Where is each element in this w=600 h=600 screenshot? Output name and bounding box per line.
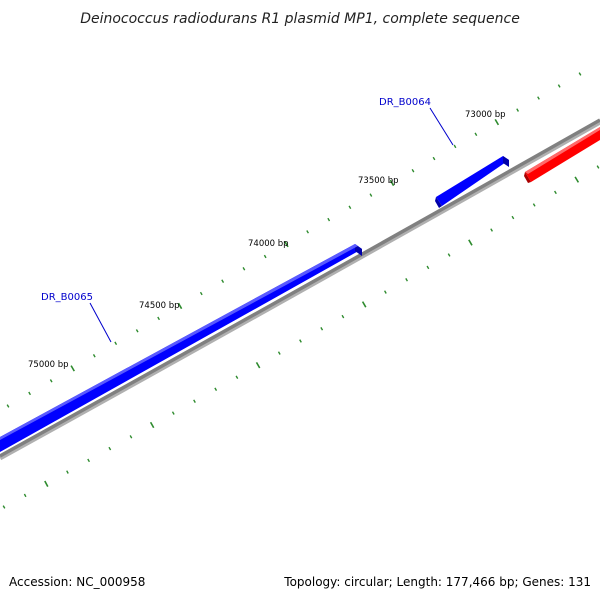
outer-tick (537, 96, 540, 100)
inner-tick (426, 265, 430, 270)
gene-dr-b0064-face (436, 156, 509, 206)
outer-tick (516, 108, 520, 112)
inner-tick-ring (2, 165, 600, 509)
outer-tick (557, 84, 561, 88)
gene-dr-b0065-end (355, 244, 362, 256)
outer-tick (6, 404, 10, 408)
inner-tick (44, 480, 49, 487)
outer-tick (114, 341, 118, 346)
backbone-arc (0, 118, 600, 458)
gene-label-dr-b0064[interactable]: DR_B0064 (379, 97, 431, 108)
outer-tick (199, 291, 203, 296)
outer-tick (28, 391, 32, 396)
gene-dr-b0064-start (435, 197, 442, 208)
gene-dr-b0065[interactable] (0, 244, 362, 452)
outer-tick (70, 365, 75, 372)
outer-tick (284, 240, 289, 248)
scale-label-74500: 74500 bp (139, 301, 180, 311)
outer-tick (242, 267, 246, 271)
outer-tick (411, 168, 415, 173)
outer-tick (49, 379, 53, 383)
outer-tick (453, 144, 457, 149)
scale-label-73500: 73500 bp (358, 176, 399, 186)
inner-tick (383, 290, 387, 294)
scale-label-74000: 74000 bp (248, 239, 289, 249)
outer-tick (389, 179, 395, 187)
outer-tick (432, 156, 436, 161)
inner-tick (468, 239, 473, 246)
gene-label-dr-b0065-leader (89, 302, 112, 343)
inner-tick (511, 215, 515, 220)
outer-tick (92, 354, 96, 358)
gene-label-dr-b0065[interactable]: DR_B0065 (41, 292, 93, 303)
outer-tick (578, 72, 582, 76)
outer-tick (348, 205, 352, 210)
scale-label-73000: 73000 bp (465, 110, 506, 120)
inner-tick (171, 411, 175, 415)
gene-reverse-red[interactable] (524, 127, 600, 183)
inner-tick (405, 278, 409, 282)
outer-tick (263, 254, 267, 259)
inner-tick (214, 387, 218, 391)
inner-tick (23, 493, 27, 498)
inner-tick (235, 375, 239, 379)
outer-tick (221, 279, 225, 283)
inner-tick (596, 165, 600, 169)
outer-tick (306, 230, 310, 234)
inner-tick (277, 351, 281, 355)
inner-tick (447, 253, 451, 257)
gene-reverse-red-top (525, 127, 600, 174)
inner-tick (149, 421, 155, 429)
sequence-summary-text: Topology: circular; Length: 177,466 bp; … (283, 575, 591, 589)
inner-tick (341, 314, 345, 319)
inner-tick (532, 203, 536, 207)
inner-tick (87, 458, 91, 463)
outer-tick (157, 316, 161, 321)
inner-tick (361, 301, 367, 308)
outer-tick (135, 329, 139, 333)
inner-tick (320, 327, 324, 331)
inner-tick (193, 399, 196, 403)
inner-tick (299, 339, 302, 343)
inner-tick (66, 470, 69, 474)
accession-text: Accession: NC_000958 (9, 575, 145, 589)
scale-label-75000: 75000 bp (28, 360, 69, 370)
inner-tick (255, 362, 261, 369)
gene-dr-b0064[interactable] (435, 156, 509, 208)
gene-reverse-red-end (524, 172, 531, 183)
outer-tick (369, 193, 373, 197)
outer-tick-ring (6, 72, 582, 408)
inner-tick (554, 190, 557, 195)
gene-dr-b0065-face (0, 244, 362, 452)
inner-tick (129, 435, 133, 439)
outer-tick (474, 132, 478, 137)
inner-tick (490, 228, 494, 232)
outer-tick (494, 118, 500, 126)
inner-tick (2, 505, 6, 509)
gene-dr-b0064-end (503, 156, 509, 167)
inner-tick (574, 176, 580, 183)
gene-dr-b0065-top (0, 244, 358, 440)
map-title: Deinococcus radiodurans R1 plasmid MP1, … (80, 11, 520, 27)
inner-tick (108, 446, 112, 451)
outer-tick (177, 302, 183, 310)
gene-label-dr-b0064-leader (429, 107, 454, 146)
outer-tick (327, 217, 331, 222)
